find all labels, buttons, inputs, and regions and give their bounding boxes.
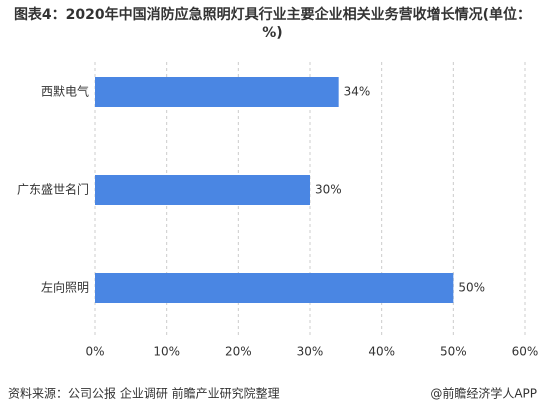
x-tick-label: 40% (368, 345, 395, 359)
x-tick-label: 30% (297, 345, 324, 359)
bar (95, 273, 454, 303)
bar (95, 175, 310, 205)
y-tick-label: 西默电气 (41, 84, 89, 99)
x-tick-label: 0% (85, 345, 104, 359)
x-tick-label: 60% (512, 345, 539, 359)
source: 资料来源：公司公报 企业调研 前瞻产业研究院整理 (8, 386, 280, 401)
value-label: 34% (344, 85, 371, 99)
value-label: 50% (458, 281, 485, 295)
chart-title: 图表4：2020年中国消防应急照明灯具行业主要企业相关业务营收增长情况(单位：%… (13, 7, 532, 41)
x-tick-label: 50% (440, 345, 467, 359)
x-tick-label: 20% (225, 345, 252, 359)
y-tick-label: 广东盛世名门 (17, 182, 89, 197)
value-label: 30% (315, 183, 342, 197)
y-tick-label: 左向照明 (41, 280, 89, 295)
brand: @前瞻经济学人APP (430, 386, 537, 401)
bar (95, 77, 339, 107)
x-tick-label: 10% (153, 345, 180, 359)
